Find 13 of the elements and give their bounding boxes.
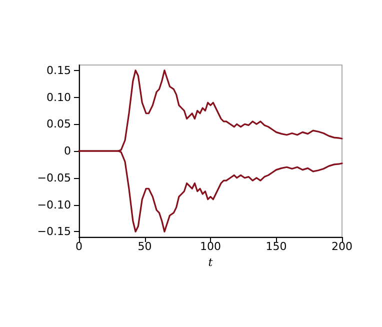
y-tick-label: 0.10 [46, 90, 71, 104]
y-tick-label: 0.15 [46, 64, 71, 77]
x-tick-label: 0 [76, 240, 82, 253]
x-tick-label: 150 [266, 240, 287, 253]
x-axis-title: t [208, 256, 214, 269]
y-tick-label: −0.10 [37, 198, 71, 212]
x-tick-label: 200 [332, 240, 352, 253]
y-tick-label: −0.05 [37, 171, 71, 184]
x-tick-label: 50 [138, 240, 152, 253]
y-tick-label: 0.05 [46, 118, 71, 131]
y-tick-label: −0.15 [37, 225, 71, 238]
x-tick-label: 100 [200, 240, 221, 253]
y-tick-label: 0 [64, 144, 71, 158]
